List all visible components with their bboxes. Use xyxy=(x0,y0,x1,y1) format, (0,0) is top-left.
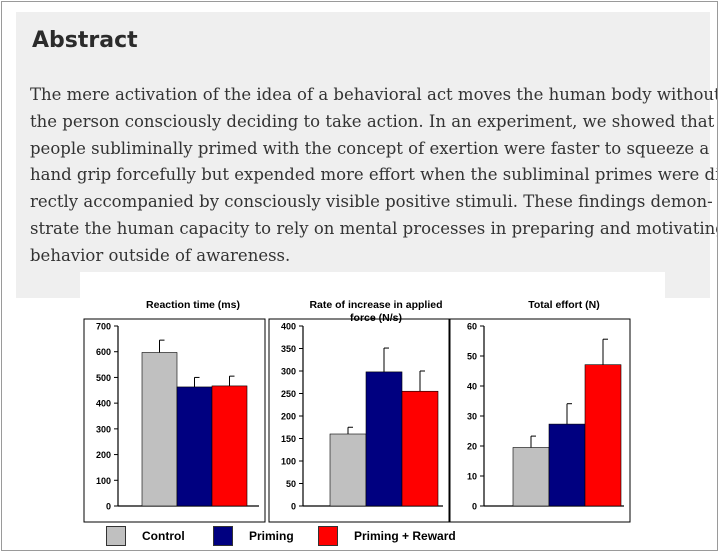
y-tick-label: 200 xyxy=(281,412,296,422)
results-figure: Reaction time (ms) 0 100 200 300 400 500 600 700… xyxy=(80,272,665,548)
y-tick-label: 300 xyxy=(96,424,111,434)
legend-label-priming: Priming xyxy=(249,529,294,543)
bar-priming-reward xyxy=(211,385,248,507)
chart-title: force (N/s) xyxy=(350,312,402,324)
y-tick-label: 0 xyxy=(472,502,477,512)
y-tick-label: 50 xyxy=(286,479,296,489)
legend-swatch-priming-reward xyxy=(318,526,338,546)
abstract-line: the person consciously deciding to take … xyxy=(30,111,715,131)
y-tick-label: 700 xyxy=(96,322,111,332)
y-tick-label: 60 xyxy=(467,322,477,332)
y-tick-label: 0 xyxy=(106,502,111,512)
y-tick-label: 350 xyxy=(281,344,296,354)
bar-charts: Reaction time (ms)0100200300400500600700… xyxy=(83,299,631,523)
abstract-line: behavior outside of awareness. xyxy=(30,245,291,265)
y-tick-label: 100 xyxy=(281,457,296,467)
abstract-title: Abstract xyxy=(32,28,138,53)
y-tick-label: 100 xyxy=(96,476,111,486)
y-tick-label: 400 xyxy=(281,322,296,332)
y-tick-label: 300 xyxy=(281,367,296,377)
bar-priming xyxy=(176,386,213,507)
y-tick-label: 40 xyxy=(467,382,477,392)
chart-panel-frame xyxy=(268,318,450,523)
y-tick-label: 10 xyxy=(467,472,477,482)
abstract-line: people subliminally primed with the conc… xyxy=(30,138,710,158)
y-tick-label: 200 xyxy=(96,450,111,460)
legend-label-priming-reward: Priming + Reward xyxy=(354,529,456,543)
bar-control xyxy=(329,433,367,507)
y-tick-label: 20 xyxy=(467,442,477,452)
abstract-line: The mere activation of the idea of a beh… xyxy=(30,85,718,104)
y-tick-label: 500 xyxy=(96,373,111,383)
chart-title: Total effort (N) xyxy=(528,299,600,311)
abstract-text: The mere activation of the idea of a beh… xyxy=(30,82,718,270)
abstract-line: strate the human capacity to rely on men… xyxy=(30,218,718,238)
chart-panel-frame xyxy=(83,318,266,523)
legend-label-control: Control xyxy=(142,529,185,543)
chart-title: Rate of increase in applied xyxy=(309,299,442,311)
chart-panel-frame xyxy=(449,318,631,523)
abstract-line: hand grip forcefully but expended more e… xyxy=(30,165,718,185)
y-tick-label: 250 xyxy=(281,389,296,399)
chart-legend: Control Priming Priming + Reward xyxy=(106,526,666,550)
bar-priming xyxy=(365,371,403,507)
y-tick-label: 150 xyxy=(281,434,296,444)
abstract-section: Abstract The mere activation of the idea… xyxy=(16,12,718,298)
y-tick-label: 50 xyxy=(467,352,477,362)
legend-swatch-control xyxy=(106,526,126,546)
bar-control xyxy=(512,447,550,507)
y-tick-label: 30 xyxy=(467,412,477,422)
y-tick-label: 400 xyxy=(96,399,111,409)
y-tick-label: 0 xyxy=(291,502,296,512)
bar-control xyxy=(141,352,178,507)
y-tick-label: 600 xyxy=(96,347,111,357)
chart-title: Reaction time (ms) xyxy=(146,299,240,311)
abstract-line: rectly accompanied by consciously visibl… xyxy=(30,192,713,212)
bar-priming-reward xyxy=(401,390,439,507)
legend-swatch-priming xyxy=(213,526,233,546)
bar-priming-reward xyxy=(584,364,622,507)
bar-priming xyxy=(548,423,586,507)
